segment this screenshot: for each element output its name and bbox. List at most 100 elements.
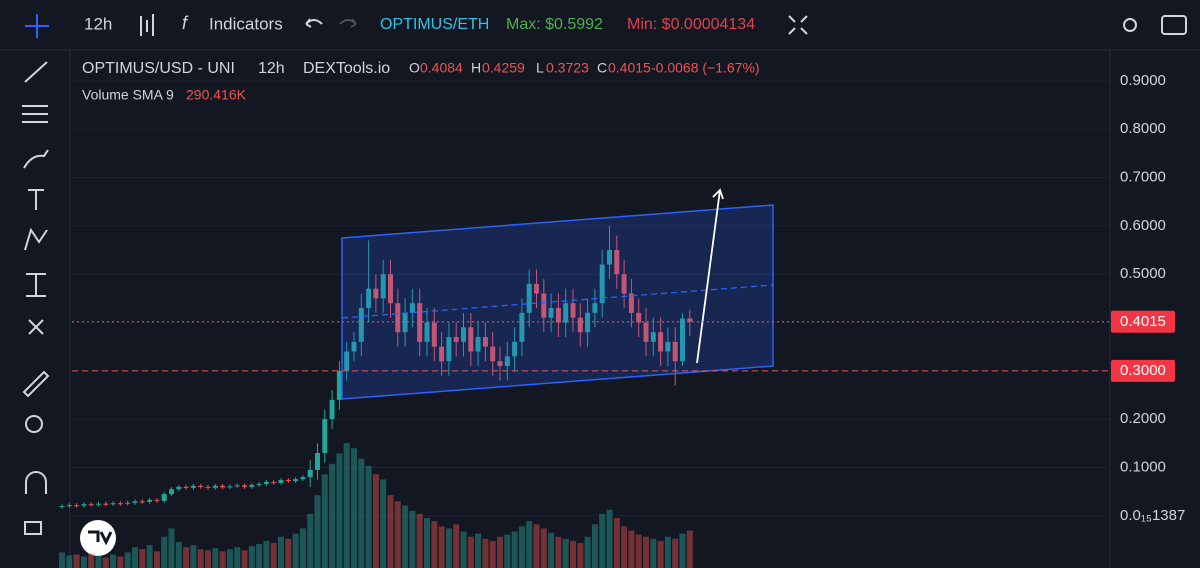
crosshair-icon[interactable]: [25, 14, 49, 38]
volume-bar: [343, 443, 350, 568]
volume-bar: [110, 554, 117, 568]
ruler-tool[interactable]: [22, 370, 50, 398]
volume-bar: [351, 448, 357, 568]
candle-body: [132, 501, 138, 503]
y-tick-label: 0.2000: [1120, 410, 1166, 427]
candle-body: [680, 318, 685, 362]
candle-body: [271, 481, 277, 483]
lock-tool[interactable]: [24, 521, 42, 535]
candle-body: [446, 337, 452, 362]
interval[interactable]: 12h: [84, 14, 112, 33]
settings-icon[interactable]: [1123, 18, 1137, 32]
fx-icon[interactable]: f: [182, 13, 189, 33]
zoom-tool[interactable]: [25, 415, 43, 433]
volume-bar: [314, 495, 321, 568]
volume-bar: [570, 540, 576, 568]
y-tick-label: 0.0₁₅1387: [1120, 507, 1185, 524]
volume-bar: [285, 538, 292, 568]
y-tick-label: 0.8000: [1120, 120, 1166, 137]
measure-tool[interactable]: [26, 273, 46, 297]
volume-bar: [409, 510, 416, 568]
redo-icon[interactable]: [339, 18, 357, 28]
volume-bar: [372, 474, 379, 568]
candle-body: [577, 317, 583, 333]
volume-bar: [664, 536, 671, 568]
magnet-tool[interactable]: [25, 471, 47, 494]
legend-interval: 12h: [258, 60, 285, 77]
volume-bar: [621, 526, 628, 568]
candle-body: [658, 332, 664, 352]
candle-body: [548, 308, 554, 318]
pattern-tool[interactable]: [24, 227, 48, 251]
volume-bar: [80, 556, 87, 568]
volume-bar: [336, 453, 343, 568]
volume-bar: [489, 540, 496, 568]
camera-icon[interactable]: [1161, 15, 1187, 35]
text-tool[interactable]: [28, 189, 44, 210]
volume-bar: [650, 538, 657, 568]
undo-icon[interactable]: [305, 18, 323, 28]
candle-body: [59, 506, 65, 508]
candle-body: [592, 303, 598, 313]
y-tick-label: 0.7000: [1120, 169, 1166, 186]
candle-body: [424, 322, 430, 342]
c-label: C: [597, 60, 607, 76]
volume-bar: [518, 526, 525, 568]
candle-body: [351, 341, 357, 352]
volume-bar: [263, 540, 270, 568]
symbol: OPTIMUS/USD - UNI: [82, 60, 235, 77]
candle-body: [650, 332, 656, 342]
volume-bar: [146, 545, 153, 568]
candle-body: [380, 274, 386, 299]
candle-body: [198, 485, 204, 487]
candle-body: [504, 356, 510, 367]
brush-tool[interactable]: [23, 149, 49, 169]
volume-bar: [591, 524, 598, 568]
candle-body: [555, 308, 561, 323]
channel-drawing: [341, 188, 774, 400]
volume-bar: [161, 536, 168, 568]
volume-bar: [358, 458, 365, 568]
volume-bar: [497, 536, 503, 568]
candle-icon[interactable]: [140, 14, 154, 36]
price-tag-label: 0.4015: [1120, 313, 1166, 330]
h-label: H: [471, 60, 481, 76]
max: Max: $0.5992: [506, 16, 603, 33]
volume-bar: [212, 548, 219, 568]
volume-bar: [635, 534, 642, 568]
trend-tool[interactable]: [24, 61, 48, 83]
volume-bar: [95, 555, 102, 568]
c-value: 0.4015: [608, 60, 651, 76]
volume-bar: [431, 521, 438, 568]
volume-value: 290.416K: [186, 87, 247, 103]
indicators[interactable]: Indicators: [209, 14, 283, 33]
volume-bar: [153, 551, 160, 568]
candle-body: [300, 477, 306, 480]
volume-bar: [577, 543, 584, 568]
remove-tool[interactable]: [28, 319, 44, 335]
arrow: [696, 188, 724, 364]
y-tick-label: 0.6000: [1120, 217, 1166, 234]
candle-body: [242, 485, 247, 487]
candle-body: [607, 250, 612, 265]
volume-bar: [175, 541, 182, 568]
change: -0.0068 (−1.67%): [651, 60, 760, 76]
y-tick-label: 0.9000: [1120, 72, 1166, 89]
fib-tool[interactable]: [22, 105, 48, 123]
volume-bar: [73, 554, 80, 568]
pair[interactable]: OPTIMUS/ETH: [380, 16, 489, 33]
volume-bar: [540, 528, 547, 568]
candle-body: [482, 337, 488, 347]
candle-body: [585, 312, 591, 333]
candle-body: [220, 485, 226, 488]
volume-bar: [256, 544, 263, 568]
candle-body: [621, 274, 627, 294]
candle-body: [125, 502, 131, 504]
volume-bar: [584, 536, 591, 568]
candle-body: [169, 489, 174, 495]
candle-body: [183, 486, 189, 488]
fullscreen-icon[interactable]: [788, 15, 808, 35]
volume-bar: [424, 518, 430, 568]
volume-bar: [139, 549, 146, 568]
